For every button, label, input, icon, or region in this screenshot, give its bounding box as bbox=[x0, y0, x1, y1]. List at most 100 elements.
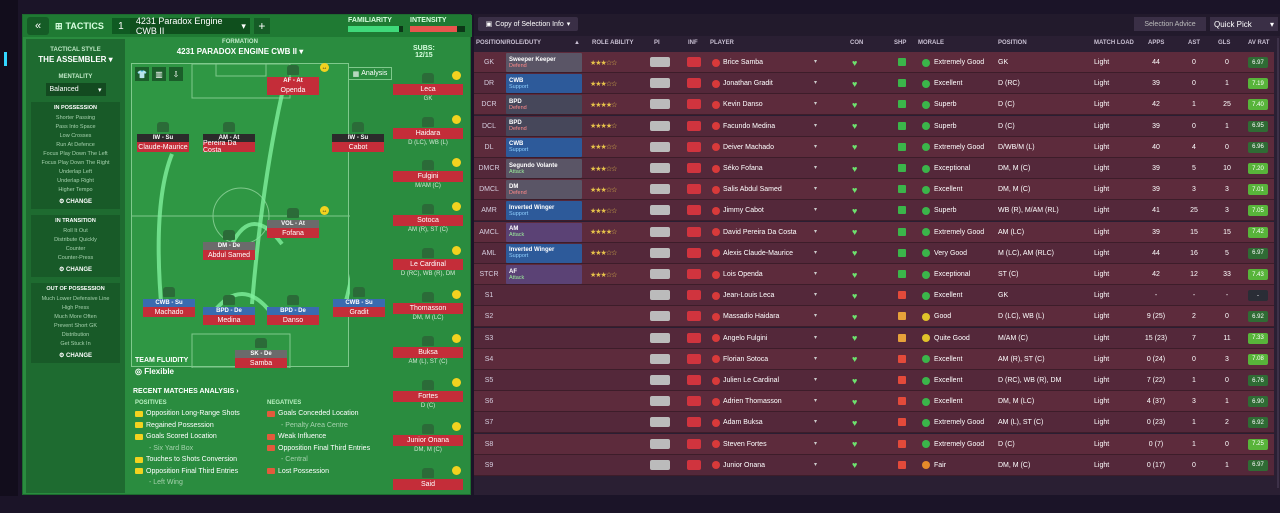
player-cell[interactable]: Deiver Machado bbox=[712, 137, 774, 158]
injury-info-icon[interactable] bbox=[687, 57, 701, 67]
pitch-player-abdul-samed[interactable]: DM - De Abdul Samed bbox=[203, 230, 255, 260]
player-cell[interactable]: Jimmy Cabot bbox=[712, 200, 764, 221]
player-instructions-icon[interactable] bbox=[650, 120, 670, 131]
table-row[interactable]: DMCR Segundo Volante Attack ★★★☆☆ Séko Fofan… bbox=[474, 158, 1274, 179]
sub-player[interactable]: Said bbox=[393, 466, 463, 490]
injury-info-icon[interactable] bbox=[687, 353, 701, 364]
pitch-player-machado[interactable]: CWB - Su Machado bbox=[143, 287, 195, 317]
pitch-player-claude-maurice[interactable]: IW - Su Claude-Maurice bbox=[137, 122, 189, 152]
sub-player[interactable]: Le Cardinal D (RC), WB (R), DM bbox=[393, 246, 463, 277]
chevron-down-icon[interactable]: ▾ bbox=[814, 101, 818, 108]
change-in-transition-button[interactable]: ⚙ CHANGE bbox=[58, 267, 93, 273]
table-row[interactable]: S2 Massadio Haidara ▾ ♥ Good D (LC), WB (L) Li… bbox=[474, 306, 1274, 328]
selection-advice-button[interactable]: Selection Advice bbox=[1134, 17, 1206, 31]
familiarity-bar[interactable] bbox=[348, 26, 403, 32]
table-row[interactable]: DR CWB Support ★★★☆☆ Jonathan Gradit ▾ ♥ Excell… bbox=[474, 73, 1274, 95]
col-header-morale[interactable]: MORALE bbox=[918, 40, 944, 46]
table-row[interactable]: S9 Junior Onana ▾ ♥ Fair DM, M (C) Light 0 (17)… bbox=[474, 454, 1274, 476]
col-header-position-role[interactable]: POSITION/ROLE/DUTY bbox=[476, 40, 542, 46]
chevron-down-icon[interactable]: ▾ bbox=[814, 334, 818, 341]
table-row[interactable]: GK Sweeper Keeper Defend ★★★☆☆ Brice Samba ▾ ♥… bbox=[474, 52, 1274, 73]
sub-player[interactable]: Sotoca AM (R), ST (C) bbox=[393, 202, 463, 233]
col-header-inf[interactable]: INF bbox=[688, 40, 698, 46]
chevron-down-icon[interactable]: ▾ bbox=[814, 249, 818, 256]
player-instructions-icon[interactable] bbox=[650, 78, 670, 89]
player-instructions-icon[interactable] bbox=[650, 459, 670, 470]
pitch-player-cabot[interactable]: IW - Su Cabot bbox=[332, 122, 384, 152]
table-row[interactable]: S3 Angelo Fulgini ▾ ♥ Quite Good M/AM (C) Ligh… bbox=[474, 327, 1274, 349]
table-row[interactable]: DL CWB Support ★★★☆☆ Deiver Machado ▾ ♥ Extreme… bbox=[474, 136, 1274, 158]
table-row[interactable]: STCR AF Attack ★★★☆☆ Lois Openda ▾ ♥ Exceptiona… bbox=[474, 264, 1274, 285]
player-cell[interactable]: Steven Fortes bbox=[712, 434, 767, 455]
col-header-player[interactable]: PLAYER bbox=[710, 40, 734, 46]
chevron-down-icon[interactable]: ▾ bbox=[814, 355, 818, 362]
sub-player[interactable]: Junior Onana DM, M (C) bbox=[393, 422, 463, 453]
injury-info-icon[interactable] bbox=[687, 184, 701, 195]
intensity-bar[interactable] bbox=[410, 26, 465, 32]
col-header-position[interactable]: POSITION bbox=[998, 40, 1027, 46]
col-header-pi[interactable]: PI bbox=[654, 40, 660, 46]
col-header-apps[interactable]: APPS bbox=[1148, 40, 1165, 46]
chevron-down-icon[interactable]: ▾ bbox=[814, 165, 818, 171]
injury-info-icon[interactable] bbox=[687, 290, 701, 301]
role-duty-dropdown[interactable]: Inverted Winger Support bbox=[506, 201, 582, 221]
injury-info-icon[interactable] bbox=[687, 269, 701, 279]
player-instructions-icon[interactable] bbox=[650, 290, 670, 301]
chevron-down-icon[interactable]: ▾ bbox=[814, 440, 818, 447]
player-instructions-icon[interactable] bbox=[650, 141, 670, 152]
chevron-down-icon[interactable]: ▾ bbox=[814, 377, 818, 383]
pitch-player-pereira-da-costa[interactable]: AM - At Pereira Da Costa bbox=[203, 122, 255, 154]
col-header-ast[interactable]: AST bbox=[1188, 40, 1200, 46]
role-duty-dropdown[interactable]: BPD Defend bbox=[506, 95, 582, 115]
role-duty-dropdown[interactable]: AF Attack bbox=[506, 265, 582, 284]
player-cell[interactable]: Jonathan Gradit bbox=[712, 73, 773, 94]
chevron-down-icon[interactable]: ▾ bbox=[814, 228, 818, 235]
player-cell[interactable]: Jean-Louis Leca bbox=[712, 285, 774, 306]
player-cell[interactable]: Alexis Claude-Maurice bbox=[712, 243, 793, 264]
role-duty-dropdown[interactable]: Segundo Volante Attack bbox=[506, 159, 582, 178]
player-instructions-icon[interactable] bbox=[650, 375, 670, 385]
table-row[interactable]: DMCL DM Defend ★★★☆☆ Salis Abdul Samed ▾ ♥ Exce… bbox=[474, 179, 1274, 201]
pitch-player-openda[interactable]: AF - At Openda ↔ bbox=[267, 63, 329, 95]
copy-selection-dropdown[interactable]: ▣ Copy of Selection Info ▾ bbox=[478, 17, 578, 31]
chevron-down-icon[interactable]: ▾ bbox=[814, 271, 818, 277]
player-cell[interactable]: Adam Buksa bbox=[712, 412, 763, 433]
add-tactic-button[interactable]: + bbox=[253, 18, 270, 34]
player-cell[interactable]: Junior Onana bbox=[712, 455, 765, 476]
sub-player[interactable]: Haidara D (LC), WB (L) bbox=[393, 115, 463, 146]
injury-info-icon[interactable] bbox=[687, 163, 701, 173]
player-instructions-icon[interactable] bbox=[650, 99, 670, 110]
col-header-gls[interactable]: GLS bbox=[1218, 40, 1231, 46]
col-header-shp[interactable]: SHP bbox=[894, 40, 907, 46]
change-out-possession-button[interactable]: ⚙ CHANGE bbox=[58, 353, 93, 359]
player-instructions-icon[interactable] bbox=[650, 57, 670, 67]
player-cell[interactable]: Florian Sotoca bbox=[712, 349, 768, 370]
analysis-button[interactable]: ▦ Analysis bbox=[348, 67, 392, 80]
player-instructions-icon[interactable] bbox=[650, 311, 670, 322]
table-row[interactable]: DCL BPD Defend ★★★★☆ Facundo Medina ▾ ♥ Superb D… bbox=[474, 115, 1274, 137]
chevron-down-icon[interactable]: ▾ bbox=[814, 313, 818, 320]
sub-player[interactable]: Fulgini M/AM (C) bbox=[393, 158, 463, 189]
table-row[interactable]: AML Inverted Winger Support ★★★☆☆ Alexis Cla… bbox=[474, 242, 1274, 264]
injury-info-icon[interactable] bbox=[687, 459, 701, 470]
player-cell[interactable]: Facundo Medina bbox=[712, 116, 775, 137]
sub-player[interactable]: Leca GK bbox=[393, 71, 463, 102]
player-cell[interactable]: Kevin Danso bbox=[712, 94, 763, 115]
pitch-player-medina[interactable]: BPD - De Medina bbox=[203, 295, 255, 325]
injury-info-icon[interactable] bbox=[687, 375, 701, 385]
injury-info-icon[interactable] bbox=[687, 205, 701, 216]
role-duty-dropdown[interactable]: Sweeper Keeper Defend bbox=[506, 53, 582, 72]
player-instructions-icon[interactable] bbox=[650, 163, 670, 173]
pitch-player-fofana[interactable]: VOL - At Fofana ↔ bbox=[267, 206, 329, 238]
player-instructions-icon[interactable] bbox=[650, 417, 670, 428]
pitch-player-samba[interactable]: SK - De Samba bbox=[235, 338, 287, 368]
col-header-con[interactable]: CON bbox=[850, 40, 864, 46]
sub-player[interactable]: Thomasson DM, M (LC) bbox=[393, 290, 463, 321]
role-duty-dropdown[interactable]: CWB Support bbox=[506, 137, 582, 157]
tactic-slot-badge[interactable]: 1 bbox=[111, 18, 130, 34]
injury-info-icon[interactable] bbox=[687, 332, 701, 343]
sub-player[interactable]: Fortes D (C) bbox=[393, 378, 463, 409]
recent-matches-link[interactable]: RECENT MATCHES ANALYSIS › bbox=[133, 388, 239, 395]
player-instructions-icon[interactable] bbox=[650, 269, 670, 279]
player-instructions-icon[interactable] bbox=[650, 353, 670, 364]
